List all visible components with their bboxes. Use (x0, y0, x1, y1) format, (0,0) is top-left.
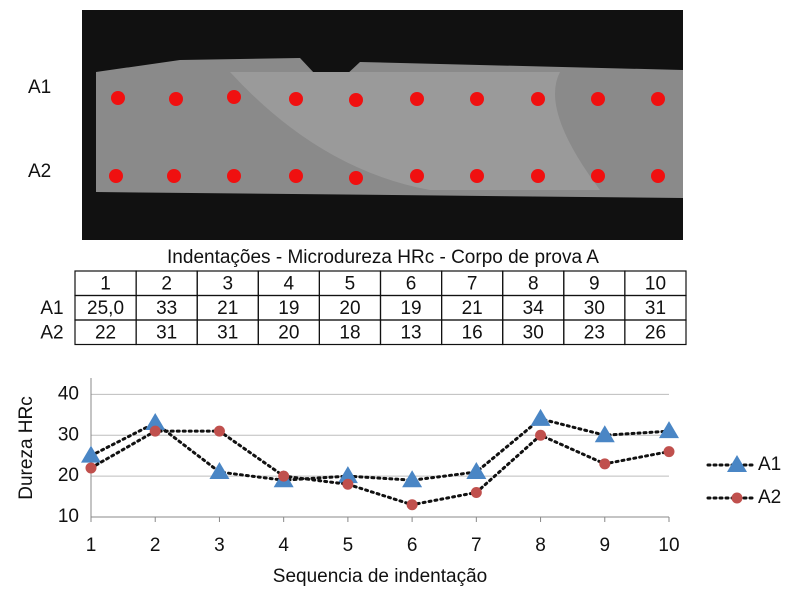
table-value: 21 (217, 298, 238, 319)
marker (278, 470, 290, 482)
marker (149, 425, 161, 437)
marker (466, 462, 487, 480)
table-value: 16 (462, 322, 483, 343)
marker (209, 462, 230, 480)
marker (599, 458, 611, 470)
marker (402, 470, 423, 488)
marker (530, 408, 551, 426)
y-axis-label: Dureza HRc (16, 396, 37, 499)
table-header: 4 (284, 273, 295, 294)
x-tick-label: 1 (86, 535, 97, 556)
x-tick-label: 7 (471, 535, 482, 556)
legend-label: A1 (758, 454, 781, 475)
table-cell (624, 319, 687, 346)
table-header: 5 (345, 273, 356, 294)
table-header: 7 (467, 273, 478, 294)
marker (213, 425, 225, 437)
x-tick-label: 2 (150, 535, 161, 556)
marker (342, 478, 354, 490)
table-value: 19 (400, 298, 421, 319)
y-tick-label: 10 (58, 506, 79, 527)
table-header: 9 (589, 273, 600, 294)
x-tick-label: 3 (214, 535, 225, 556)
weld-zone (230, 72, 600, 190)
legend-label: A2 (758, 487, 781, 508)
marker (470, 486, 482, 498)
table-value: 31 (156, 322, 177, 343)
photo-label: A1 (28, 77, 51, 98)
marker (337, 466, 358, 484)
x-axis-label: Sequencia de indentação (273, 566, 487, 587)
x-tick-label: 4 (278, 535, 289, 556)
indentation-dots (109, 90, 665, 185)
table-header: 6 (406, 273, 417, 294)
table-value: 23 (584, 322, 605, 343)
table-header: 1 (100, 273, 111, 294)
table-header: 10 (645, 273, 666, 294)
marker (659, 421, 679, 439)
series-line (89, 429, 671, 507)
table-value: 25,0 (87, 298, 124, 319)
marker (81, 445, 101, 463)
series-line (89, 417, 671, 482)
y-tick-label: 30 (58, 424, 79, 445)
table-value: 20 (278, 322, 299, 343)
table-row-label: A2 (40, 322, 63, 343)
table-header: 3 (222, 273, 233, 294)
x-tick-label: 5 (343, 535, 354, 556)
marker (145, 412, 166, 430)
table-value: 31 (645, 298, 666, 319)
table-value: 18 (339, 322, 360, 343)
x-tick-label: 8 (535, 535, 546, 556)
table-value: 30 (584, 298, 605, 319)
table-header: 2 (161, 273, 172, 294)
table-value: 20 (339, 298, 360, 319)
marker (663, 446, 675, 458)
table-value: 34 (523, 298, 545, 319)
marker (731, 492, 743, 504)
table-row-label: A1 (40, 298, 63, 319)
x-tick-label: 6 (407, 535, 418, 556)
y-tick-label: 20 (58, 465, 79, 486)
table-value: 21 (462, 298, 483, 319)
table-value: 19 (278, 298, 299, 319)
table-value: 30 (523, 322, 544, 343)
marker (594, 425, 615, 443)
specimen-photo: A1 A2 (28, 10, 683, 240)
photo-label: A2 (28, 161, 51, 182)
marker (727, 455, 747, 472)
marker (535, 429, 547, 441)
x-tick-label: 9 (599, 535, 610, 556)
x-tick-label: 10 (658, 535, 679, 556)
table-value: 26 (645, 322, 666, 343)
table-title: Indentações - Microdureza HRc - Corpo de… (167, 247, 599, 268)
table-header: 8 (528, 273, 539, 294)
marker (85, 462, 97, 474)
table-value: 22 (95, 322, 116, 343)
y-tick-label: 40 (58, 383, 79, 404)
table-value: 31 (217, 322, 238, 343)
table-value: 13 (400, 322, 421, 343)
marker (406, 499, 418, 511)
table-value: 33 (156, 298, 177, 319)
